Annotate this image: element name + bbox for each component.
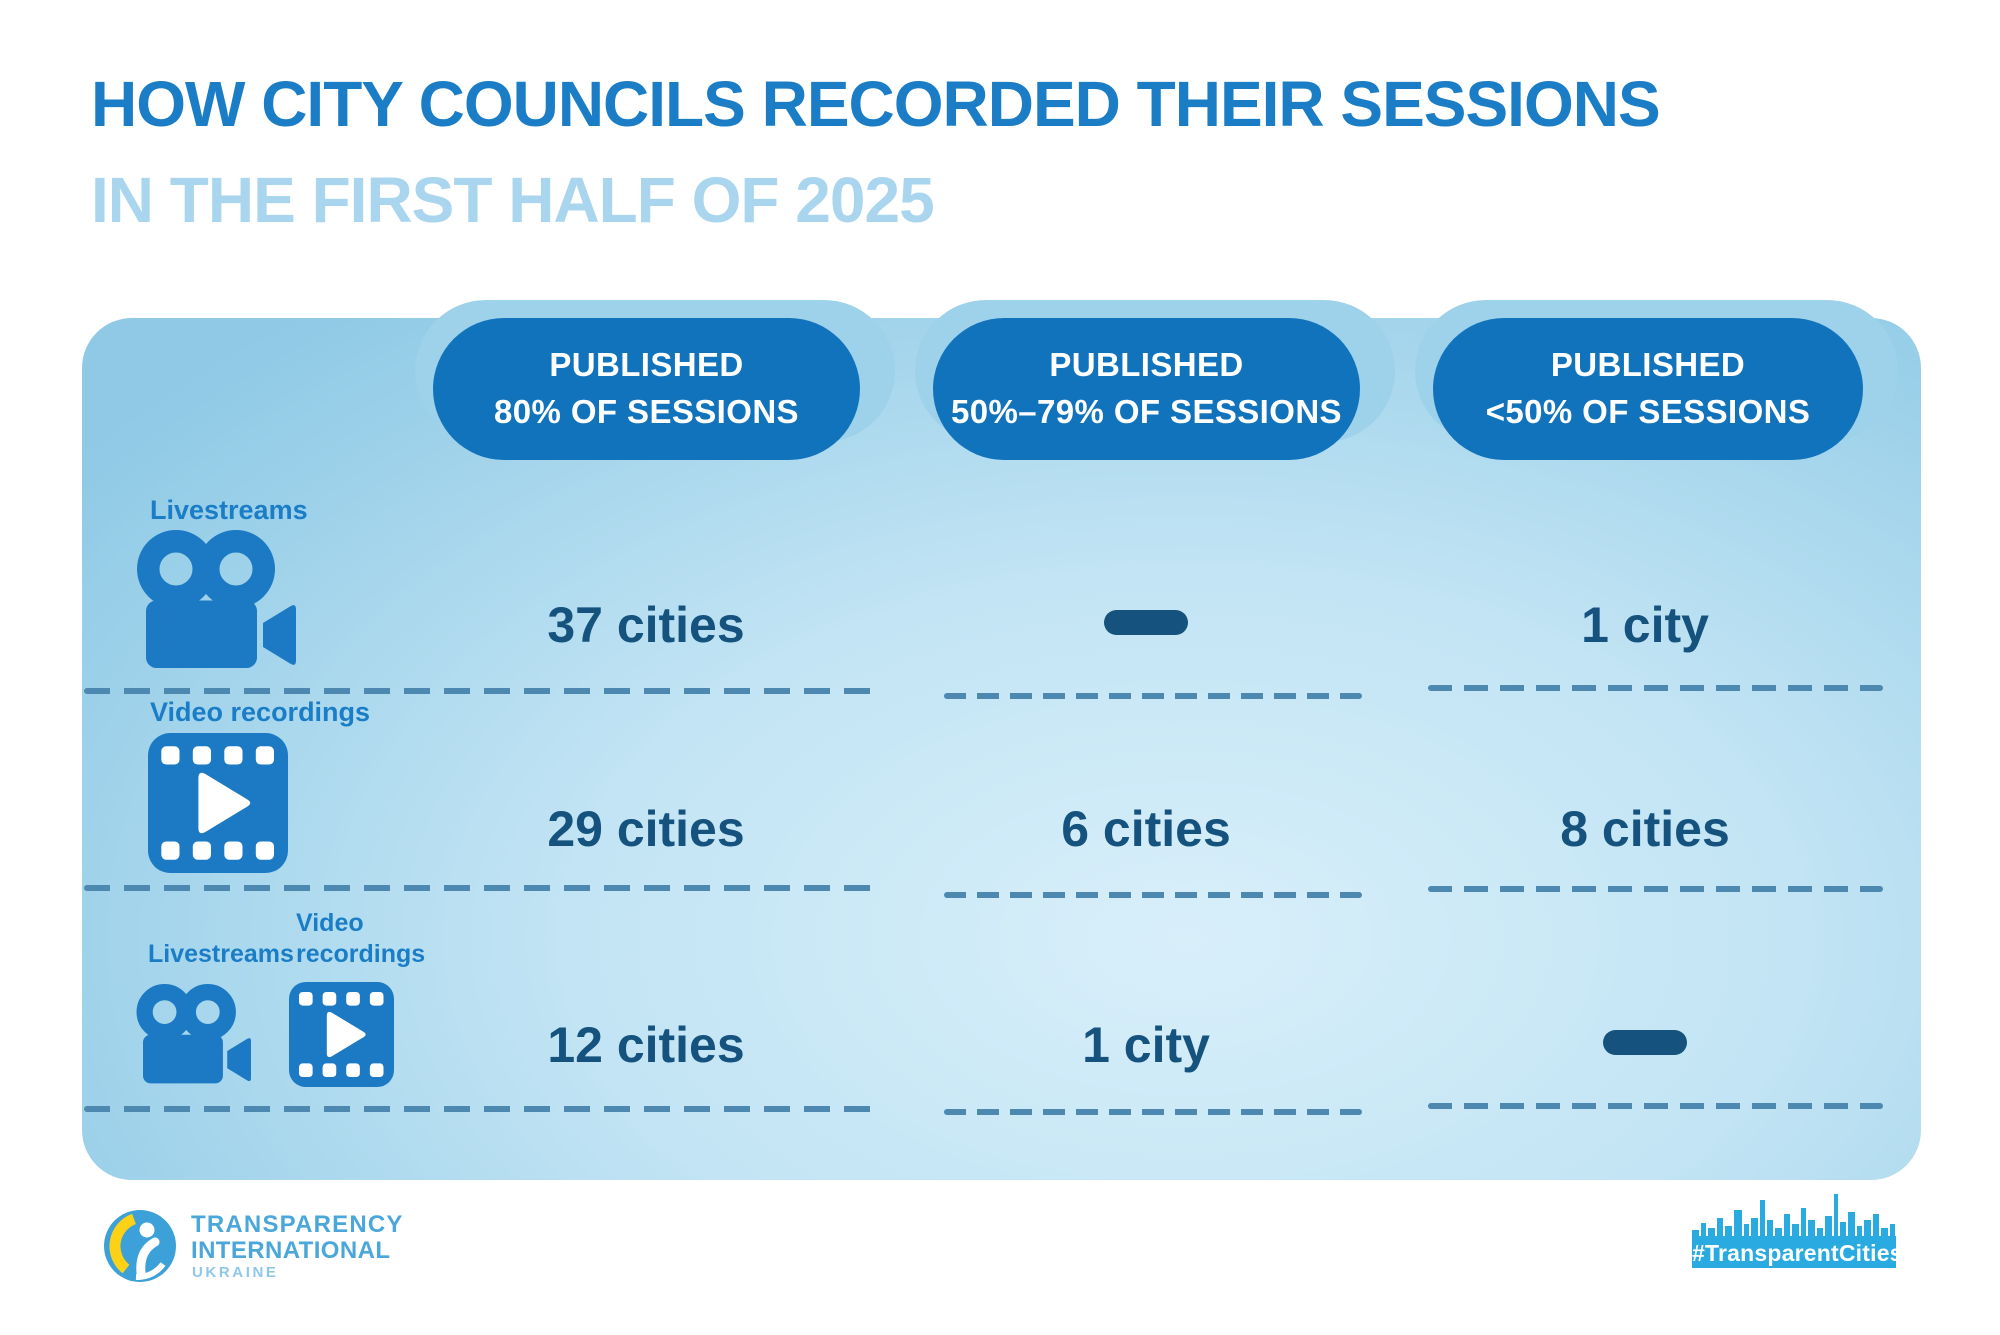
column-header-line: PUBLISHED [1550, 346, 1746, 384]
row-separator [1428, 1103, 1883, 1109]
column-header-line: PUBLISHED [1049, 346, 1244, 384]
row-separator [84, 885, 874, 891]
video-camera-icon [131, 530, 311, 685]
ti-logo-text-line2: INTERNATIONAL [191, 1237, 391, 1264]
ti-logo-text-line1: TRANSPARENCY [191, 1211, 404, 1238]
cell-both-80: 12 cities [547, 1017, 745, 1073]
cell-recordings-80: 29 cities [547, 801, 745, 857]
row-separator [84, 688, 874, 694]
row-separator [944, 892, 1362, 898]
film-strip-icon [148, 733, 288, 878]
transparent-cities-skyline-icon [1690, 1188, 1902, 1275]
video-camera-icon [131, 984, 263, 1097]
film-strip-icon [289, 982, 394, 1092]
column-header-line: <50% OF SESSIONS [1485, 393, 1811, 430]
cell-both-50-79: 1 city [1082, 1017, 1210, 1073]
row-label-livestreams: Livestreams [150, 495, 308, 525]
cell-recordings-50-79: 6 cities [1061, 801, 1231, 857]
cell-livestreams-80: 37 cities [547, 597, 745, 653]
column-header-line: PUBLISHED [549, 346, 744, 384]
column-header-line: 50%–79% OF SESSIONS [951, 393, 1342, 430]
page-subtitle: IN THE FIRST HALF OF 2025 [91, 164, 935, 236]
row-label-video-recordings: Video recordings [150, 697, 371, 727]
row-separator [944, 693, 1362, 699]
row-separator [1428, 886, 1883, 892]
row-separator [1428, 685, 1883, 691]
column-header-published-under-50: PUBLISHED <50% OF SESSIONS [1433, 318, 1863, 460]
column-header-published-80: PUBLISHED 80% OF SESSIONS [433, 318, 860, 460]
row-separator [944, 1109, 1362, 1115]
transparent-cities-hashtag: #TransparentCities [1692, 1240, 1903, 1266]
row-separator [84, 1106, 874, 1112]
column-header-published-50-79: PUBLISHED 50%–79% OF SESSIONS [933, 318, 1360, 460]
page-title: HOW CITY COUNCILS RECORDED THEIR SESSION… [91, 68, 1661, 140]
column-header-line: 80% OF SESSIONS [494, 393, 799, 430]
cell-livestreams-under-50: 1 city [1581, 597, 1709, 653]
cell-recordings-under-50: 8 cities [1560, 801, 1730, 857]
row-label-video-recordings: Video recordings [296, 909, 426, 968]
cell-livestreams-50-79: — [1104, 600, 1188, 660]
cell-both-under-50: — [1603, 1020, 1687, 1080]
transparency-international-logo-icon [104, 1210, 176, 1287]
ti-logo-text-line3: UKRAINE [192, 1264, 279, 1281]
row-label-livestreams: Livestreams [148, 940, 294, 968]
